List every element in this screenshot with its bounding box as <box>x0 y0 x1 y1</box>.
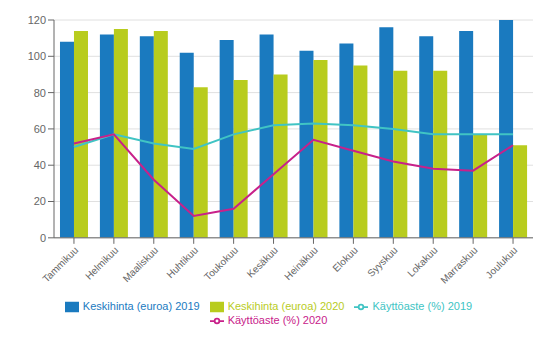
svg-text:Marraskuu: Marraskuu <box>438 244 479 285</box>
svg-text:Lokakuu: Lokakuu <box>405 244 440 279</box>
html-text:Käyttöaste (%) 2019: Käyttöaste (%) 2019 <box>372 299 473 312</box>
html-text:Käyttöaste (%) 2020: Käyttöaste (%) 2020 <box>227 313 328 326</box>
svg-text:0: 0 <box>40 232 46 244</box>
html-text:Keskihinta (euroa) 2020: Keskihinta (euroa) 2020 <box>227 299 345 312</box>
svg-text:100: 100 <box>28 50 46 62</box>
svg-text:20: 20 <box>34 195 46 207</box>
svg-text:Helmikuu: Helmikuu <box>83 244 120 281</box>
svg-text:Elokuu: Elokuu <box>330 244 359 273</box>
html-text:Keskihinta (euroa) 2019: Keskihinta (euroa) 2019 <box>82 299 200 312</box>
svg-text:Huhtikuu: Huhtikuu <box>164 244 200 280</box>
svg-text:80: 80 <box>34 87 46 99</box>
svg-text:Tammikuu: Tammikuu <box>40 244 80 284</box>
svg-text:Syyskuu: Syyskuu <box>365 244 400 279</box>
svg-text:60: 60 <box>34 123 46 135</box>
svg-text:Kesäkuu: Kesäkuu <box>245 244 280 279</box>
svg-text:Maaliskuu: Maaliskuu <box>121 244 161 284</box>
svg-text:Toukokuu: Toukokuu <box>202 244 240 282</box>
svg-text:40: 40 <box>34 159 46 171</box>
svg-text:Joulukuu: Joulukuu <box>483 244 519 280</box>
svg-text:Heinäkuu: Heinäkuu <box>282 244 320 282</box>
svg-text:120: 120 <box>28 14 46 26</box>
